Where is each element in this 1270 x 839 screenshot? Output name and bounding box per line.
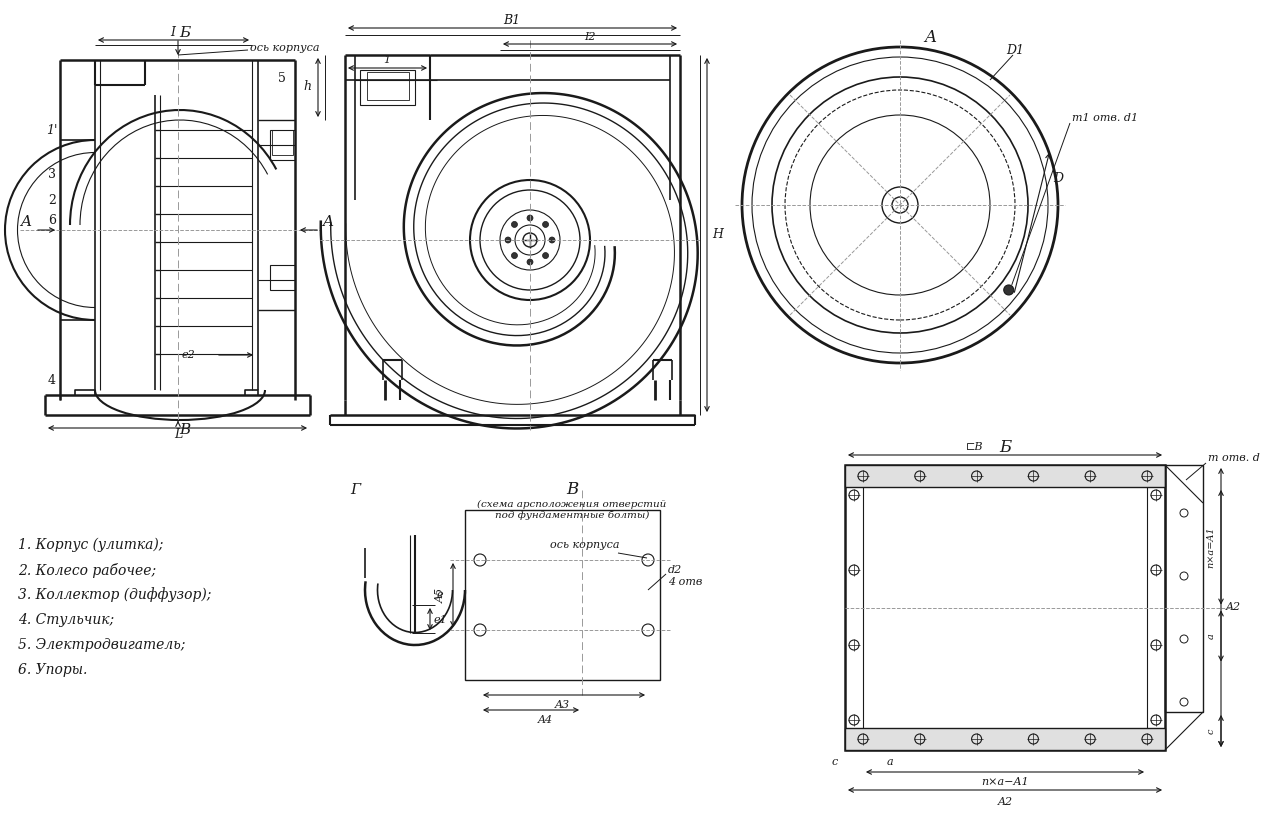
Bar — [271, 265, 295, 290]
Text: n×a=A1: n×a=A1 — [1206, 526, 1215, 568]
Text: Б: Б — [999, 440, 1011, 456]
Text: A: A — [925, 29, 936, 46]
Text: В: В — [566, 482, 578, 498]
Bar — [864, 483, 1147, 732]
Text: В: В — [179, 423, 190, 437]
Text: n×a−A1: n×a−A1 — [982, 777, 1029, 787]
Text: L: L — [174, 429, 182, 441]
Circle shape — [512, 253, 517, 258]
Text: 4. Стульчик;: 4. Стульчик; — [18, 613, 114, 627]
Text: m1 отв. d1: m1 отв. d1 — [1072, 113, 1138, 123]
Text: Б: Б — [179, 26, 190, 40]
Circle shape — [505, 237, 511, 243]
Text: 2: 2 — [48, 194, 56, 206]
Text: a: a — [1206, 633, 1215, 639]
Text: 1. Корпус (улитка);: 1. Корпус (улитка); — [18, 538, 164, 552]
Text: 4: 4 — [48, 373, 56, 387]
Text: ось корпуса: ось корпуса — [250, 43, 320, 53]
Text: ⊏B: ⊏B — [966, 442, 984, 452]
Bar — [465, 510, 660, 680]
Text: A: A — [20, 215, 32, 229]
Circle shape — [549, 237, 555, 243]
Text: 1: 1 — [384, 55, 391, 65]
Text: D1: D1 — [1006, 44, 1024, 56]
Text: e2: e2 — [182, 350, 194, 360]
Text: A2: A2 — [997, 797, 1012, 807]
Circle shape — [527, 259, 533, 265]
Text: 3: 3 — [48, 169, 56, 181]
Text: e1: e1 — [433, 615, 447, 625]
Bar — [845, 465, 1165, 750]
Text: 5: 5 — [278, 71, 286, 85]
Text: I: I — [170, 25, 175, 39]
Text: c: c — [832, 757, 838, 767]
Circle shape — [527, 215, 533, 221]
Text: I2: I2 — [584, 32, 596, 42]
Text: 3. Коллектор (диффузор);: 3. Коллектор (диффузор); — [18, 587, 211, 602]
Bar — [359, 70, 415, 105]
Text: ось корпуса: ось корпуса — [550, 540, 620, 550]
Text: e: e — [437, 590, 443, 600]
Bar — [272, 130, 293, 155]
Bar — [1165, 465, 1203, 712]
Bar — [367, 72, 409, 100]
Text: 4 отв: 4 отв — [668, 577, 702, 587]
Text: h: h — [304, 81, 311, 93]
Text: A5: A5 — [436, 587, 446, 602]
Text: A2: A2 — [1226, 602, 1241, 612]
Text: m отв. d: m отв. d — [1208, 453, 1260, 463]
Circle shape — [542, 253, 549, 258]
Text: под фундаментные болты): под фундаментные болты) — [495, 510, 649, 519]
Text: D: D — [1053, 171, 1063, 185]
Circle shape — [512, 221, 517, 227]
Text: A4: A4 — [537, 715, 552, 725]
Text: (схема арсположения отверстий: (схема арсположения отверстий — [478, 499, 667, 508]
Bar — [845, 465, 1165, 487]
Text: 1': 1' — [46, 123, 57, 137]
Text: a: a — [886, 757, 893, 767]
Text: B1: B1 — [503, 13, 521, 27]
Text: 5. Электродвигатель;: 5. Электродвигатель; — [18, 638, 185, 652]
Circle shape — [1003, 285, 1013, 295]
Text: Г: Г — [351, 483, 361, 497]
Text: 6: 6 — [48, 213, 56, 227]
Bar — [271, 130, 295, 160]
Text: d2: d2 — [668, 565, 682, 575]
Bar — [845, 728, 1165, 750]
Text: H: H — [712, 228, 724, 242]
Circle shape — [542, 221, 549, 227]
Text: 2. Колесо рабочее;: 2. Колесо рабочее; — [18, 562, 156, 577]
Text: A3: A3 — [555, 700, 569, 710]
Text: 6. Упоры.: 6. Упоры. — [18, 663, 88, 677]
Text: c: c — [1206, 728, 1215, 734]
Text: A: A — [323, 215, 334, 229]
